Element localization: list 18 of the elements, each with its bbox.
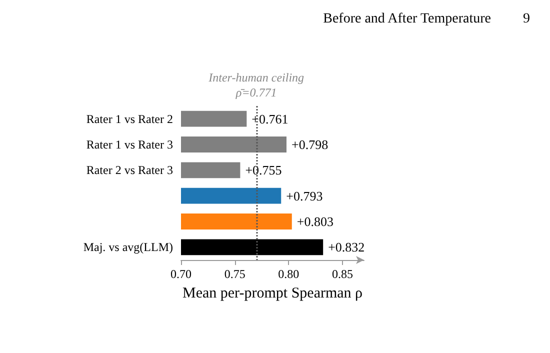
data-label: +0.755 [245, 162, 282, 178]
data-label: +0.761 [252, 111, 288, 126]
y-tick-label: Rater 1 vs Rater 2 [86, 112, 173, 126]
x-tick-label: 0.85 [332, 267, 353, 281]
x-tick-label: 0.70 [170, 267, 192, 281]
ref-line-label: Inter-human ceiling ρ̄=0.771 [208, 70, 304, 100]
text: Before and After Temperature [323, 12, 491, 26]
y-tick-label: Maj. vs avg(LLM) [83, 240, 173, 254]
text: 9 [523, 12, 530, 26]
x-axis-title: Mean per-prompt Spearman ρ [182, 286, 363, 302]
x-tick-label: 0.75 [224, 267, 246, 281]
data-label: +0.803 [296, 214, 334, 229]
data-label: +0.793 [286, 188, 323, 204]
data-label: +0.798 [291, 137, 328, 152]
y-tick-label: Rater 2 vs Rater 3 [86, 163, 173, 178]
y-tick-label: Rater 1 vs Rater 3 [86, 138, 173, 152]
x-tick-label: 0.80 [278, 267, 300, 281]
data-label: +0.832 [328, 240, 365, 255]
